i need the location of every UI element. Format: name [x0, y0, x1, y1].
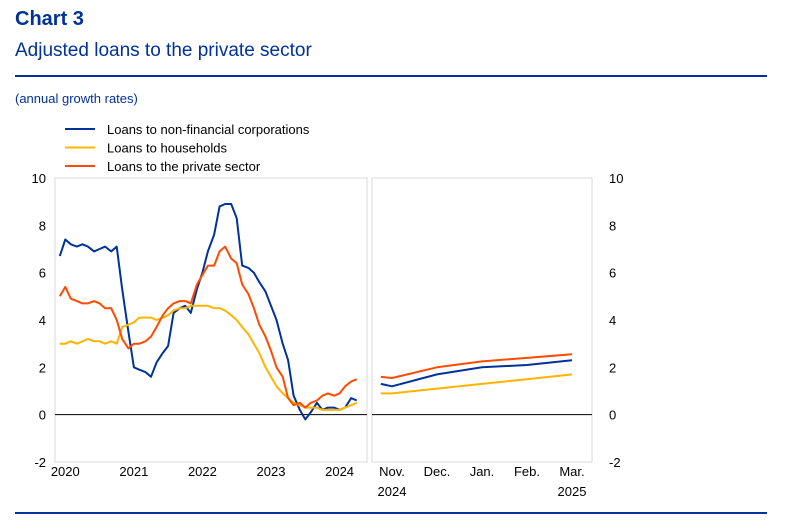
chart-number: Chart 3	[15, 8, 84, 30]
chart-subtitle: (annual growth rates)	[15, 91, 138, 106]
y-tick-label-left: 0	[39, 408, 46, 423]
top-divider	[15, 75, 767, 77]
series-line-households	[59, 304, 358, 411]
y-axes: -2 -2 0 0 2 2 4 4 6 6 8 8 10 10	[32, 171, 624, 470]
y-tick-label-left: 6	[39, 266, 46, 281]
x-year-label: 2024	[378, 484, 407, 499]
bottom-divider	[15, 512, 767, 514]
x-tick-label-month: Nov.	[379, 464, 405, 479]
y-tick-label-left: -2	[34, 455, 46, 470]
chart-title: Adjusted loans to the private sector	[15, 40, 312, 61]
y-tick-label-left: 2	[39, 360, 46, 375]
series-line-private	[58, 245, 358, 409]
y-tick-label-right: 10	[609, 171, 623, 186]
x-year-label: 2025	[558, 484, 587, 499]
y-tick-label-left: 10	[32, 171, 46, 186]
y-tick-label-right: 8	[609, 218, 616, 233]
x-tick-label-month: Dec.	[424, 464, 451, 479]
series-line-households	[380, 373, 573, 395]
x-tick-label-month: Mar.	[559, 464, 584, 479]
left-panel: 2020 2021 2022 2023 2024	[51, 177, 368, 479]
x-tick-label-month: Jan.	[470, 464, 495, 479]
x-tick-label-year: 2020	[51, 464, 80, 479]
legend: Loans to non-financial corporations Loans…	[65, 122, 310, 174]
y-tick-label-right: 6	[609, 266, 616, 281]
series-line-nfc	[380, 359, 573, 388]
legend-label-nfc: Loans to non-financial corporations	[107, 122, 310, 137]
legend-label-private: Loans to the private sector	[107, 159, 261, 174]
series-line-nfc	[58, 203, 358, 421]
y-tick-label-right: 2	[609, 360, 616, 375]
right-panel-frame	[371, 177, 593, 463]
x-tick-label-year: 2022	[188, 464, 217, 479]
left-panel-frame	[54, 177, 368, 463]
legend-label-households: Loans to households	[107, 141, 227, 156]
y-tick-label-right: 0	[609, 408, 616, 423]
y-tick-label-left: 8	[39, 218, 46, 233]
y-tick-label-left: 4	[39, 313, 46, 328]
right-panel: Nov. Dec. Jan. Feb. Mar. 2024 2025	[371, 177, 593, 499]
y-tick-label-right: 4	[609, 313, 616, 328]
x-tick-label-year: 2024	[325, 464, 354, 479]
x-tick-label-year: 2021	[119, 464, 148, 479]
x-tick-label-month: Feb.	[514, 464, 540, 479]
y-tick-label-right: -2	[609, 455, 621, 470]
series-line-private	[380, 353, 573, 379]
x-tick-label-year: 2023	[257, 464, 286, 479]
